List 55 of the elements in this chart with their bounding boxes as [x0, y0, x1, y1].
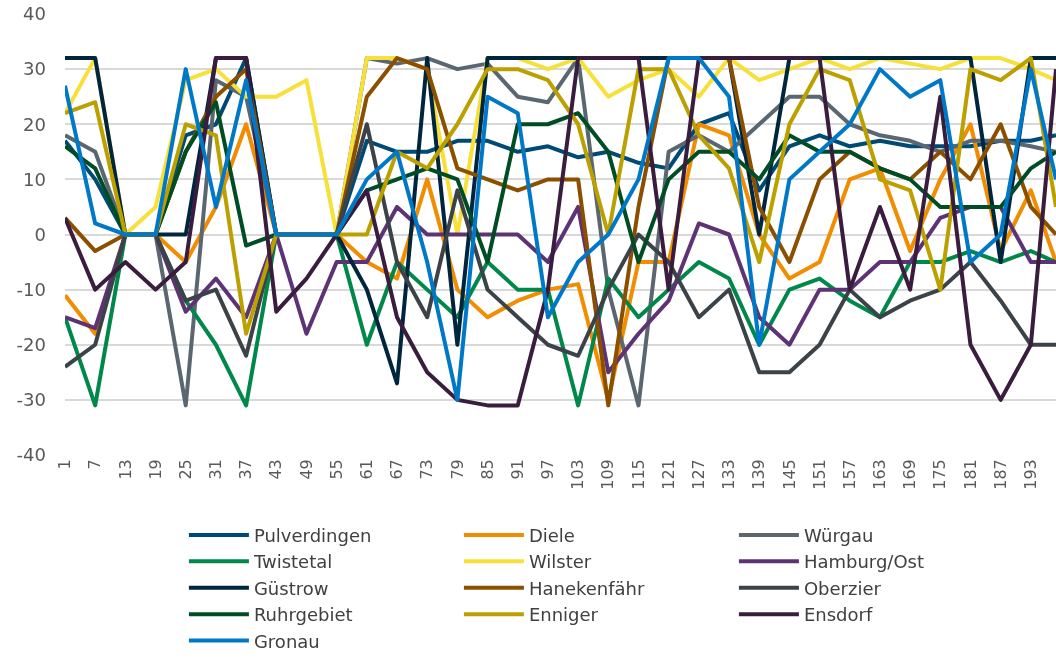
x-tick-label: 193	[1021, 459, 1041, 490]
x-tick-label: 169	[900, 459, 920, 490]
legend-label: Oberzier	[803, 577, 882, 599]
x-tick-label: 109	[598, 459, 618, 490]
legend-label: Wilster	[528, 551, 592, 573]
x-tick-label: 163	[870, 459, 890, 490]
y-tick-label: 10	[23, 168, 46, 190]
x-tick-label: 1	[55, 459, 75, 470]
legend-label: Ruhrgebiet	[253, 604, 353, 626]
legend-label: Würgau	[803, 524, 874, 546]
x-tick-label: 157	[839, 459, 859, 490]
y-tick-label: 30	[23, 58, 46, 80]
x-tick-label: 175	[930, 459, 950, 490]
x-tick-label: 121	[658, 459, 678, 490]
x-tick-label: 7	[85, 459, 105, 470]
x-tick-label: 139	[749, 459, 769, 490]
x-tick-label: 103	[568, 459, 588, 490]
x-tick-label: 37	[236, 459, 256, 480]
x-tick-label: 181	[960, 459, 980, 490]
x-tick-label: 61	[357, 459, 377, 480]
x-tick-label: 145	[779, 459, 799, 490]
legend-label: Hamburg/Ost	[803, 551, 925, 573]
x-tick-label: 73	[417, 459, 437, 480]
y-tick-label: 40	[23, 3, 46, 25]
x-tick-label: 187	[990, 459, 1010, 490]
x-tick-label: 49	[296, 459, 316, 480]
x-tick-label: 13	[115, 459, 135, 480]
x-tick-label: 19	[145, 459, 165, 480]
y-tick-label: 20	[23, 113, 46, 135]
legend-label: Hanekenfähr	[528, 577, 646, 599]
legend-label: Gronau	[253, 630, 320, 652]
x-tick-label: 115	[628, 459, 648, 490]
x-tick-label: 31	[206, 459, 226, 480]
x-tick-label: 67	[387, 459, 407, 480]
y-tick-label: -30	[16, 389, 46, 411]
legend-label: Diele	[528, 524, 575, 546]
x-tick-label: 97	[538, 459, 558, 480]
y-tick-label: -10	[16, 278, 46, 300]
x-tick-label: 127	[689, 459, 709, 490]
y-tick-label: -20	[16, 334, 46, 356]
legend-label: Enniger	[528, 604, 599, 626]
y-tick-label: -40	[16, 444, 46, 466]
legend-label: Pulverdingen	[253, 524, 372, 546]
x-tick-label: 151	[809, 459, 829, 490]
x-tick-label: 43	[266, 459, 286, 480]
x-tick-label: 133	[719, 459, 739, 490]
x-tick-label: 91	[507, 459, 527, 480]
x-tick-label: 79	[447, 459, 467, 480]
y-tick-label: 0	[34, 223, 46, 245]
x-tick-label: 85	[477, 459, 497, 480]
legend-label: Ensdorf	[803, 604, 873, 626]
legend-label: Twistetal	[252, 551, 333, 573]
x-tick-label: 25	[175, 459, 195, 480]
legend-label: Güstrow	[253, 577, 329, 599]
x-tick-label: 55	[326, 459, 346, 480]
